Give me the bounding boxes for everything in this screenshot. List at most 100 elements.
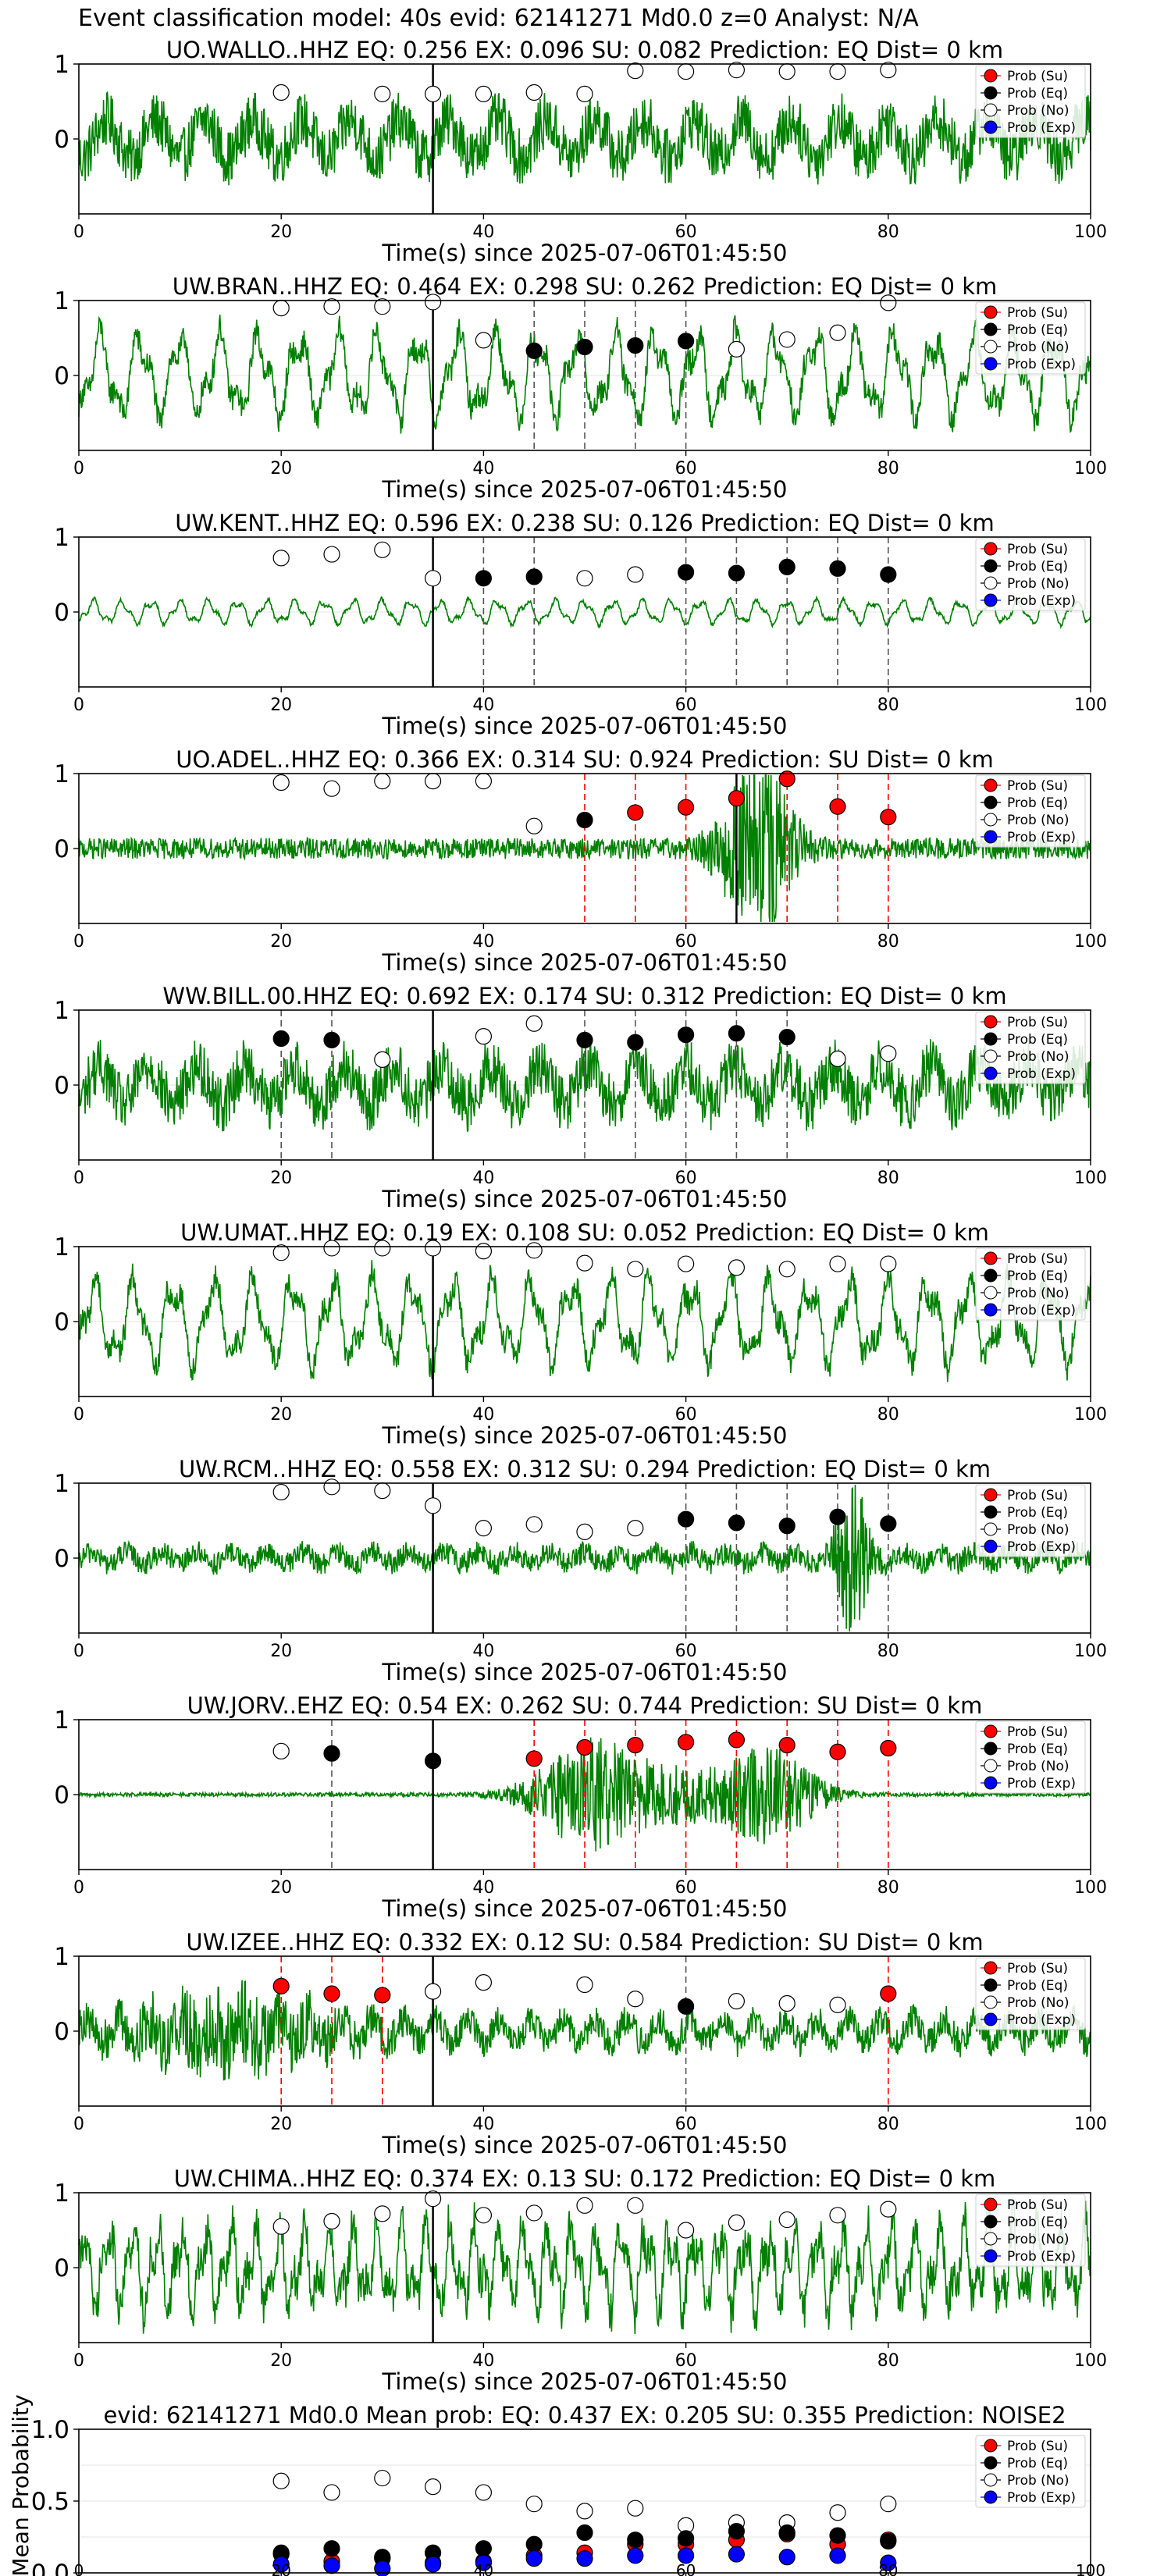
prob-su-point [829, 1743, 846, 1760]
x-tick-label: 40 [472, 1405, 494, 1425]
prob-eq-point [677, 564, 695, 581]
x-tick-label: 40 [474, 2561, 493, 2576]
prob-exp-point [272, 2556, 290, 2573]
prob-eq-point [880, 2532, 897, 2550]
x-tick-label: 0 [73, 2351, 84, 2371]
x-tick-label: 100 [1074, 932, 1107, 952]
legend-label-2: Prob (No) [1007, 1286, 1070, 1301]
prob-su-point [272, 1977, 290, 1994]
legend-box [975, 1247, 1086, 1321]
y-tick-label: 0 [54, 1308, 69, 1336]
x-tick-label: 0 [73, 1878, 84, 1898]
legend-marker [984, 1724, 998, 1738]
x-tick-label: 80 [877, 932, 899, 952]
x-axis-label: Time(s) since 2025-07-06T01:45:50 [382, 1659, 788, 1685]
prob-eq-point [778, 1517, 795, 1535]
prob-su-point [576, 1738, 593, 1756]
prob-no-point [424, 1497, 442, 1514]
prob-no-point [627, 1519, 644, 1537]
y-tick-label: 1 [54, 1470, 69, 1498]
y-tick-label: 1 [54, 760, 69, 788]
panel-title: evid: 62141271 Md0.0 Mean prob: EQ: 0.43… [103, 2402, 1066, 2428]
panel-6: UW.RCM..HHZ EQ: 0.558 EX: 0.312 SU: 0.29… [54, 1456, 1107, 1685]
x-tick-label: 40 [472, 1878, 494, 1898]
legend-marker [984, 1522, 998, 1536]
y-tick-label: 0 [54, 2018, 69, 2046]
legend-marker [984, 1978, 998, 1992]
prob-no-point [880, 2496, 897, 2513]
legend-label-3: Prob (Exp) [1007, 357, 1076, 372]
legend-marker [984, 795, 998, 809]
prob-no-point [374, 1240, 391, 1257]
x-tick-label: 40 [472, 2351, 494, 2371]
x-tick-label: 0 [73, 696, 84, 715]
x-tick-label: 100 [1074, 459, 1107, 479]
waveform-trace [78, 1484, 1091, 1632]
prob-no-point [272, 2218, 290, 2235]
prob-su-point [829, 798, 846, 815]
x-tick-label: 20 [271, 2561, 290, 2576]
prob-eq-point [728, 2523, 746, 2540]
prob-no-point [728, 2214, 746, 2231]
prob-no-point [424, 2190, 442, 2208]
legend-box [975, 774, 1086, 848]
x-tick-label: 80 [877, 1878, 899, 1898]
prob-eq-point [576, 338, 593, 356]
prob-su-point [728, 790, 746, 807]
panel-4: WW.BILL.00.HHZ EQ: 0.692 EX: 0.174 SU: 0… [54, 983, 1107, 1212]
y-tick-label: 0 [54, 2254, 69, 2282]
legend-label-0: Prob (Su) [1007, 1015, 1068, 1030]
y-tick-label: 0.0 [31, 2560, 69, 2576]
y-tick-label: 1 [54, 1233, 69, 1261]
prob-no-point [272, 1742, 290, 1759]
prob-su-point [677, 1734, 695, 1751]
prob-no-point [272, 1483, 290, 1501]
legend-box [975, 65, 1086, 138]
prob-no-point [323, 2212, 340, 2230]
prob-eq-point [323, 1031, 340, 1049]
x-tick-label: 40 [472, 1169, 494, 1188]
legend-marker [984, 1995, 998, 2009]
x-tick-label: 20 [270, 2351, 292, 2371]
prob-eq-point [728, 1025, 746, 1042]
waveform-trace [78, 774, 1091, 923]
prob-eq-point [627, 1034, 644, 1051]
legend-label-3: Prob (Exp) [1007, 1539, 1076, 1555]
prob-no-point [525, 2204, 543, 2222]
y-tick-label: 0 [54, 835, 69, 863]
prob-exp-point [323, 2557, 340, 2574]
legend-marker [984, 1505, 998, 1519]
prob-eq-point [576, 1031, 593, 1049]
legend-marker [984, 830, 998, 844]
x-tick-label: 0 [73, 459, 84, 479]
prob-exp-point [576, 2550, 593, 2567]
prob-no-point [829, 1050, 846, 1068]
x-tick-label: 20 [270, 1169, 292, 1188]
legend-marker [984, 2490, 998, 2504]
legend-marker [984, 2249, 998, 2263]
y-tick-label: 0 [54, 126, 69, 154]
prob-eq-point [475, 2540, 493, 2557]
prob-su-point [880, 1739, 897, 1757]
x-tick-label: 40 [472, 222, 494, 242]
prob-eq-point [323, 1745, 340, 1762]
legend-label-0: Prob (Su) [1007, 1488, 1068, 1503]
prob-no-point [677, 2222, 695, 2239]
legend-marker [984, 2456, 998, 2470]
x-axis-label: Time(s) since 2025-07-06T01:45:50 [382, 240, 788, 266]
legend-label-2: Prob (No) [1007, 1049, 1070, 1065]
x-tick-label: 20 [270, 932, 292, 952]
legend-label-0: Prob (Su) [1007, 2439, 1068, 2454]
prob-no-point [424, 570, 442, 587]
prob-su-point [880, 809, 897, 826]
prob-no-point [576, 2503, 593, 2520]
x-tick-label: 0 [73, 1405, 84, 1425]
legend-label-0: Prob (Su) [1007, 542, 1068, 557]
prob-no-point [374, 541, 391, 558]
legend-marker [984, 778, 998, 792]
prob-eq-point [525, 2535, 543, 2553]
x-tick-label: 60 [676, 2561, 696, 2576]
x-tick-label: 60 [675, 1642, 697, 1661]
legend-label-1: Prob (Eq) [1007, 1742, 1068, 1757]
prob-no-point [880, 1255, 897, 1272]
